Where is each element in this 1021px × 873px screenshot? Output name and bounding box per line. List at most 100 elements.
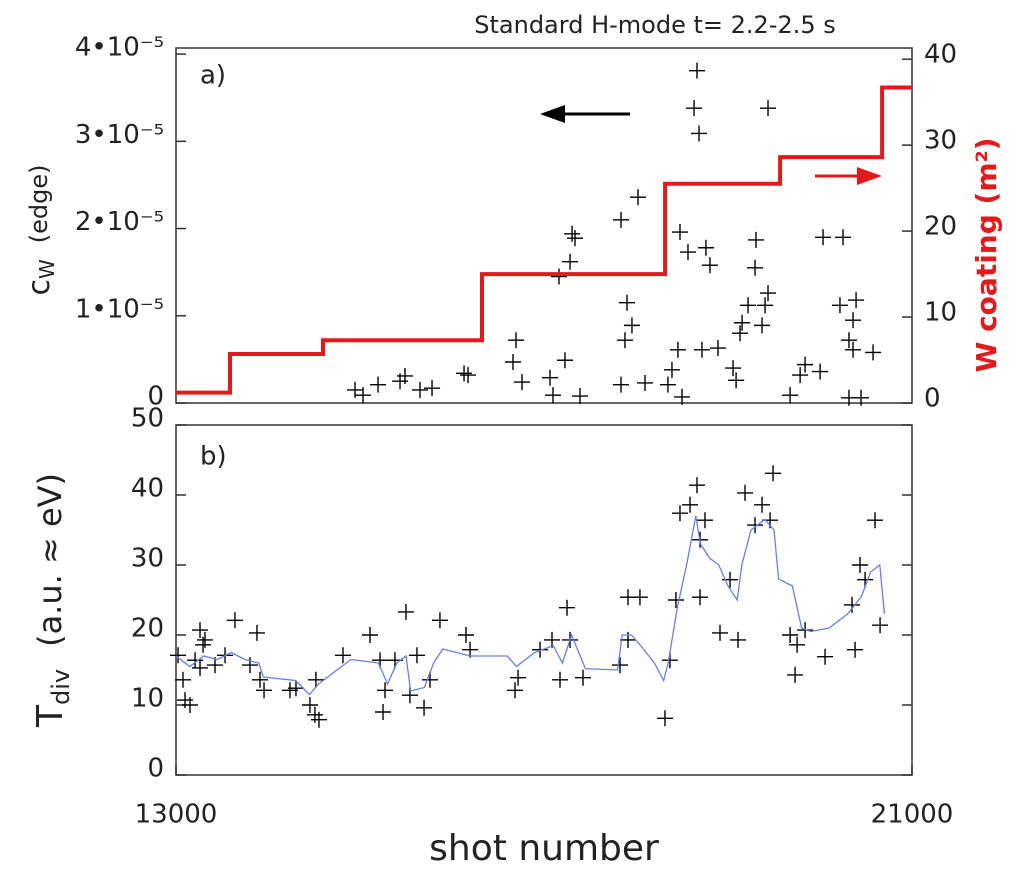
- cross-marker: [630, 189, 647, 206]
- cross-marker: [241, 657, 258, 674]
- panel-b-frame: [175, 424, 913, 776]
- cross-marker: [674, 388, 690, 405]
- y-tick-label: 50: [131, 404, 164, 434]
- cross-marker: [460, 367, 477, 384]
- cross-marker: [174, 671, 191, 688]
- cross-marker: [504, 354, 521, 371]
- cross-marker: [760, 100, 777, 117]
- cross-marker: [867, 512, 884, 529]
- step-series: [176, 85, 912, 395]
- cross-marker: [370, 376, 387, 393]
- y-tick-label: 3•10⁻⁵: [75, 120, 164, 150]
- cross-marker: [711, 624, 728, 641]
- cross-marker: [424, 380, 441, 397]
- chart-title: Standard H-mode t= 2.2-2.5 s: [474, 11, 836, 39]
- cross-marker: [226, 612, 243, 629]
- cross-marker: [757, 297, 774, 314]
- cross-marker: [416, 699, 433, 716]
- cross-marker: [631, 589, 648, 606]
- arrow-left: [540, 105, 630, 123]
- y-label-sub: div: [47, 669, 75, 705]
- panel-label: a): [200, 61, 226, 91]
- cross-marker: [747, 231, 764, 248]
- cross-marker: [792, 367, 809, 384]
- cross-marker: [334, 647, 351, 664]
- cross-marker: [347, 381, 364, 398]
- cross-marker: [701, 257, 718, 274]
- cross-marker: [196, 631, 213, 648]
- y-label-main: T: [30, 704, 71, 728]
- cross-marker: [671, 224, 688, 241]
- y-tick-label: 40: [131, 474, 164, 504]
- cross-marker: [872, 617, 889, 634]
- cross-marker: [669, 341, 686, 358]
- cross-marker: [552, 671, 569, 688]
- cross-marker: [730, 631, 747, 648]
- cross-marker: [611, 657, 628, 674]
- cross-marker: [845, 312, 862, 329]
- y2-tick-label: 30: [924, 126, 957, 156]
- cross-marker: [377, 682, 394, 699]
- y-tick-label: 0: [147, 754, 164, 784]
- cross-marker: [567, 230, 584, 247]
- cross-marker: [355, 387, 372, 404]
- cross-marker: [693, 341, 710, 358]
- cross-marker: [663, 361, 680, 378]
- cross-marker: [853, 389, 870, 406]
- cross-marker: [728, 372, 745, 389]
- cross-marker: [686, 100, 703, 117]
- cross-marker: [616, 332, 633, 349]
- cross-marker: [408, 647, 425, 664]
- cross-marker: [181, 697, 198, 713]
- cross-marker: [422, 671, 439, 688]
- cross-marker: [754, 317, 771, 334]
- y2-tick-label: 10: [924, 298, 957, 328]
- x-axis-label: shot number: [429, 828, 659, 869]
- y-tick-label: 20: [131, 614, 164, 644]
- cross-marker: [697, 512, 713, 529]
- cross-marker: [248, 624, 265, 641]
- y2-tick-label: 0: [924, 384, 941, 414]
- cross-marker: [667, 592, 684, 608]
- cross-marker: [564, 225, 581, 242]
- arrow-right: [815, 167, 882, 185]
- cross-marker: [845, 341, 862, 358]
- cross-marker: [688, 62, 705, 79]
- cross-marker: [457, 627, 474, 643]
- cross-marker: [709, 340, 726, 357]
- cross-marker: [256, 682, 273, 699]
- panel-label: b): [200, 442, 227, 472]
- cross-marker: [782, 387, 799, 404]
- cross-marker: [462, 641, 479, 658]
- cross-marker: [852, 557, 869, 573]
- cross-marker: [817, 648, 834, 665]
- cross-marker: [812, 363, 829, 380]
- cross-marker: [310, 711, 327, 728]
- cross-marker: [411, 381, 428, 398]
- cross-marker: [848, 292, 865, 309]
- cross-marker: [575, 669, 592, 686]
- cross-marker: [671, 505, 688, 522]
- cross-marker: [545, 387, 562, 404]
- cross-marker: [765, 465, 782, 482]
- y-tick-label: 30: [131, 544, 164, 574]
- x-tick-label: 21000: [871, 800, 954, 830]
- cross-marker: [207, 657, 224, 674]
- y2-tick-label: 40: [924, 40, 957, 70]
- cross-marker: [840, 332, 857, 349]
- y-tick-label: 0: [147, 382, 164, 412]
- cross-marker: [754, 496, 771, 513]
- cross-marker: [656, 710, 673, 727]
- cross-marker: [550, 268, 567, 285]
- cross-marker: [747, 259, 764, 276]
- y-label-main: c: [22, 279, 57, 296]
- cross-marker: [865, 344, 882, 361]
- cross-marker: [431, 612, 448, 629]
- cross-marker: [192, 622, 209, 639]
- y-tick-label: 4•10⁻⁵: [75, 33, 164, 63]
- cross-marker: [734, 314, 751, 331]
- cross-marker: [789, 636, 806, 653]
- y-axis-label: cW (edge): [22, 164, 59, 295]
- cross-marker: [613, 376, 630, 393]
